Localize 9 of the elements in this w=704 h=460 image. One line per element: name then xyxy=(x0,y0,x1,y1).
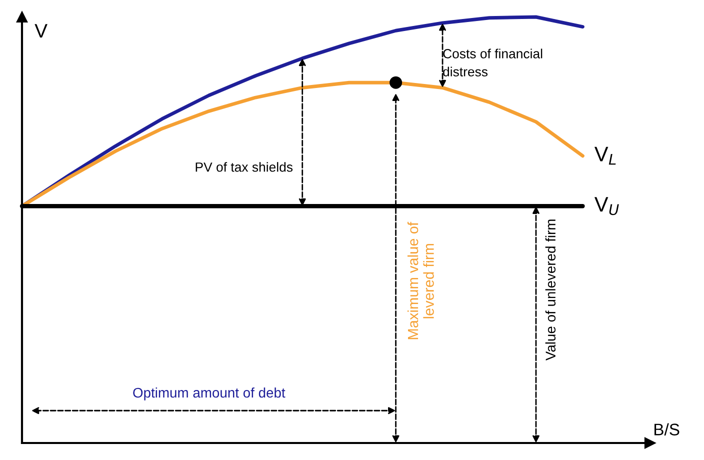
annotation: Costs of financial distress xyxy=(443,48,542,76)
annotation: Maximum value of levered firm xyxy=(407,222,434,340)
y-axis-title: V xyxy=(34,24,48,38)
annotation: PV of tax shields xyxy=(196,162,293,172)
annotation: Value of unlevered firm xyxy=(545,220,556,360)
series-label: V$_{U}$ xyxy=(594,197,619,216)
x-axis-title: B/S xyxy=(654,423,680,436)
annotation: Optimum amount of debt xyxy=(133,387,286,400)
series-label: V$_{L}$ xyxy=(594,146,616,165)
